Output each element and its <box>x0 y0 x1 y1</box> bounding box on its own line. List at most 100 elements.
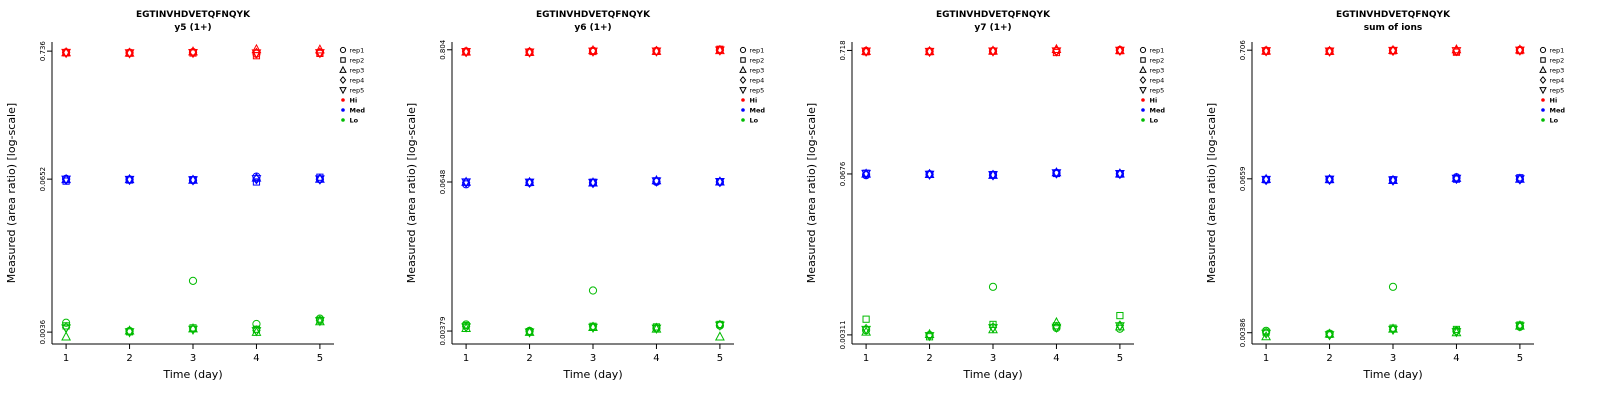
legend-label-rep5: rep5 <box>350 87 365 95</box>
y-tick-label: 0.00311 <box>839 320 847 349</box>
data-point-med-rep5 <box>124 175 135 186</box>
legend-symbol-rep2 <box>1140 57 1146 63</box>
legend-symbol-rep2 <box>340 57 346 63</box>
data-point-hi-rep5 <box>1451 47 1462 57</box>
x-tick-label: 3 <box>190 353 196 364</box>
legend-symbol-rep4 <box>1539 75 1547 85</box>
data-point-med-rep5 <box>588 178 598 189</box>
legend-symbol-rep3 <box>339 65 347 73</box>
data-point-lo-rep3 <box>1051 316 1062 327</box>
legend-marker-med <box>1141 108 1145 112</box>
y-tick-label: 0.736 <box>39 41 47 62</box>
legend-symbol-rep2 <box>740 57 746 63</box>
x-tick-label: 1 <box>63 353 69 364</box>
y-tick-label: 0.0676 <box>839 161 847 186</box>
panel-subtitle: y5 (1+) <box>174 23 212 33</box>
legend-symbol-rep1 <box>1539 46 1547 54</box>
legend-label-rep5: rep5 <box>750 87 765 95</box>
data-point-med-rep5 <box>714 177 725 188</box>
data-point-med-rep3 <box>524 176 535 187</box>
x-tick-label: 2 <box>526 353 532 364</box>
data-point-lo-rep2 <box>1116 311 1124 320</box>
panel-subtitle: y7 (1+) <box>974 23 1012 33</box>
legend-label-rep4: rep4 <box>350 77 365 85</box>
legend-marker-lo <box>341 118 345 122</box>
x-tick-label: 5 <box>717 353 723 364</box>
data-point-lo-rep5 <box>924 332 935 342</box>
data-point-med-rep5 <box>1514 175 1525 185</box>
legend-label-med: Med <box>350 107 366 115</box>
data-point-hi-rep5 <box>61 48 72 59</box>
legend-symbol-rep5 <box>1539 87 1547 95</box>
data-point-hi-rep3 <box>61 46 72 57</box>
data-point-hi-rep5 <box>251 49 262 59</box>
x-tick-label: 2 <box>126 353 132 364</box>
legend-label-hi: Hi <box>350 97 358 105</box>
legend-label-lo: Lo <box>350 117 359 125</box>
scatter-plot: 0.718 0.0676 0.00311 1 2 3 4 5 rep1 rep2 rep3 rep4 r… <box>839 40 1165 364</box>
data-point-med-rep5 <box>651 177 662 187</box>
data-point-lo-rep3 <box>188 323 198 333</box>
data-point-lo-rep5 <box>314 317 325 327</box>
legend-marker-lo <box>1141 118 1145 122</box>
data-point-hi-rep3 <box>314 44 325 54</box>
data-point-lo-rep5 <box>61 324 72 334</box>
data-point-hi-rep5 <box>1114 46 1125 57</box>
data-point-hi-rep3 <box>1388 44 1398 55</box>
data-point-lo-rep5 <box>188 325 198 335</box>
x-tick-label: 4 <box>253 353 259 364</box>
legend-marker-lo <box>741 118 745 122</box>
data-point-hi-rep5 <box>124 49 135 59</box>
legend-marker-hi <box>1541 98 1545 102</box>
x-axis-label: Time (day) <box>963 368 1023 381</box>
legend-label-rep2: rep2 <box>350 57 365 65</box>
legend-symbol-rep5 <box>1139 87 1147 95</box>
data-point-hi-rep3 <box>124 47 135 57</box>
y-tick-label: 0.00379 <box>439 317 447 346</box>
x-tick-label: 5 <box>1517 353 1523 364</box>
data-point-med-rep3 <box>188 174 198 184</box>
data-point-med-rep5 <box>314 175 325 185</box>
data-point-lo-rep2 <box>862 315 870 323</box>
data-point-hi-rep5 <box>861 47 872 57</box>
data-point-hi-rep5 <box>924 47 935 58</box>
panel-sum-of-ions: EGTINVHDVETQFNQYK sum of ions Measured (… <box>1200 0 1600 400</box>
x-tick-label: 1 <box>863 353 869 364</box>
legend-symbol-rep1 <box>1139 46 1147 54</box>
panel-title: EGTINVHDVETQFNQYK <box>935 10 1051 20</box>
data-point-lo-rep5 <box>461 323 472 333</box>
x-tick-label: 2 <box>1326 353 1332 364</box>
legend-symbol-rep1 <box>339 46 347 54</box>
data-point-med-rep2 <box>252 178 261 186</box>
data-point-med-rep3 <box>461 176 472 186</box>
legend-symbol-rep3 <box>1539 65 1547 73</box>
data-point-hi-rep3 <box>1514 44 1525 54</box>
legend-marker-med <box>341 108 345 112</box>
x-tick-label: 3 <box>590 353 596 364</box>
legend-label-med: Med <box>750 107 766 115</box>
data-point-lo-rep5 <box>1451 328 1462 338</box>
data-point-hi-rep3 <box>1324 45 1335 55</box>
data-point-med-rep5 <box>1114 170 1125 180</box>
legend-label-med: Med <box>1550 107 1566 115</box>
y-tick-label: 0.804 <box>439 39 447 60</box>
data-point-med-rep3 <box>61 173 72 184</box>
data-point-med-rep5 <box>1388 176 1398 186</box>
panel-y6: EGTINVHDVETQFNQYK y6 (1+) Measured (area… <box>400 0 800 400</box>
legend-label-rep1: rep1 <box>750 47 765 55</box>
legend-symbol-rep4 <box>1139 75 1147 85</box>
data-point-lo-rep5 <box>1388 325 1398 336</box>
data-point-hi-rep3 <box>924 45 935 56</box>
legend-symbol-rep4 <box>739 75 747 85</box>
legend-label-rep3: rep3 <box>350 67 365 75</box>
data-point-med-rep3 <box>124 173 135 184</box>
data-point-lo-rep5 <box>124 328 135 338</box>
panel-title: EGTINVHDVETQFNQYK <box>535 10 651 20</box>
data-point-lo-rep5 <box>1324 331 1335 341</box>
legend-marker-med <box>1541 108 1545 112</box>
legend-label-rep5: rep5 <box>1150 87 1165 95</box>
x-tick-label: 1 <box>463 353 469 364</box>
data-point-lo-rep5 <box>1051 323 1062 334</box>
data-point-lo-rep5 <box>651 324 662 334</box>
data-point-med-rep5 <box>461 178 472 188</box>
